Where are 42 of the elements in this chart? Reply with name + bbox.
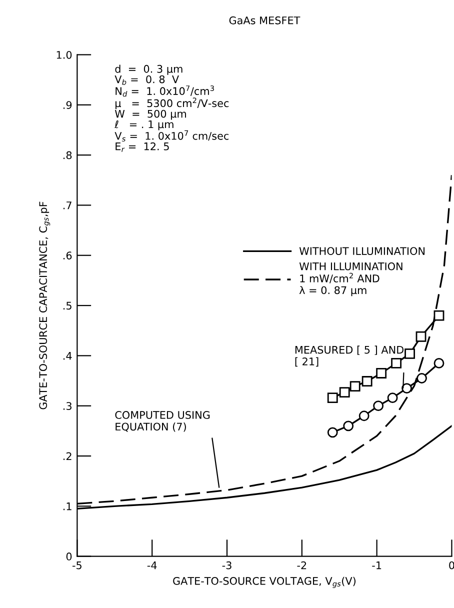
y-tick-label: .4 bbox=[63, 352, 72, 360]
point bbox=[434, 358, 444, 368]
point bbox=[362, 376, 372, 386]
text: d = 0. 3 μm V$_{b}$ = 0. 8 V N$_{d}$ = 1. 0x10$^{7}$/cm$^{3}$ μ = 5300 cm$^{2}$/V-sec W = 500 μm ℓ = . 1 μm V$_{s}$ = 1. 0x10$^{7}$ cm/sec E$_{r}$ = 12. 5 bbox=[114, 64, 229, 152]
point bbox=[327, 427, 338, 438]
point bbox=[416, 373, 427, 384]
point bbox=[434, 310, 444, 321]
x-tick-label: -3 bbox=[222, 561, 232, 570]
y-tick-label: .5 bbox=[63, 302, 72, 310]
y-tick-label: .8 bbox=[63, 151, 72, 160]
x-tick-label: -4 bbox=[147, 562, 157, 570]
legend-label: WITHOUT ILLUMINATION bbox=[299, 247, 424, 255]
y-tick-label: 0 bbox=[66, 552, 72, 560]
point bbox=[343, 420, 354, 432]
x-tick-label: -1 bbox=[372, 562, 382, 570]
annotation: COMPUTED USING EQUATION (7) bbox=[115, 411, 210, 432]
y-tick-label: .6 bbox=[63, 252, 72, 260]
y-tick-label: .9 bbox=[63, 101, 72, 109]
x-tick-label: -2 bbox=[297, 561, 306, 570]
point bbox=[416, 331, 426, 342]
legend-label: WITH ILLUMINATION 1 mW/cm$^{2}$ AND λ = 0. 87 μm bbox=[299, 262, 402, 296]
y-axis-title: GATE-TO-SOURCE CAPACITANCE, C$_{gs}$,pF bbox=[39, 202, 50, 410]
point bbox=[404, 348, 415, 359]
chart-title: GaAs MESFET bbox=[229, 16, 300, 24]
y-tick-label: 1.0 bbox=[56, 50, 72, 59]
point bbox=[402, 383, 412, 394]
point bbox=[376, 368, 387, 378]
y-tick-label: .7 bbox=[63, 202, 72, 210]
y-tick-label: .3 bbox=[63, 402, 72, 410]
annotation: MEASURED [ 5 ] AND [ 21] bbox=[295, 346, 404, 367]
y-tick-label: .1 bbox=[63, 502, 72, 510]
point bbox=[358, 410, 370, 422]
point bbox=[350, 381, 360, 392]
point bbox=[339, 387, 350, 398]
y-tick-label: .2 bbox=[63, 452, 72, 460]
point bbox=[391, 358, 402, 368]
point bbox=[387, 392, 398, 404]
point bbox=[327, 392, 338, 404]
x-axis-title: GATE-TO-SOURCE VOLTAGE, V$_{gs}$(V) bbox=[173, 576, 356, 588]
x-tick-label: 0 bbox=[449, 561, 454, 570]
point bbox=[373, 400, 384, 412]
x-tick-label: -5 bbox=[72, 562, 82, 570]
